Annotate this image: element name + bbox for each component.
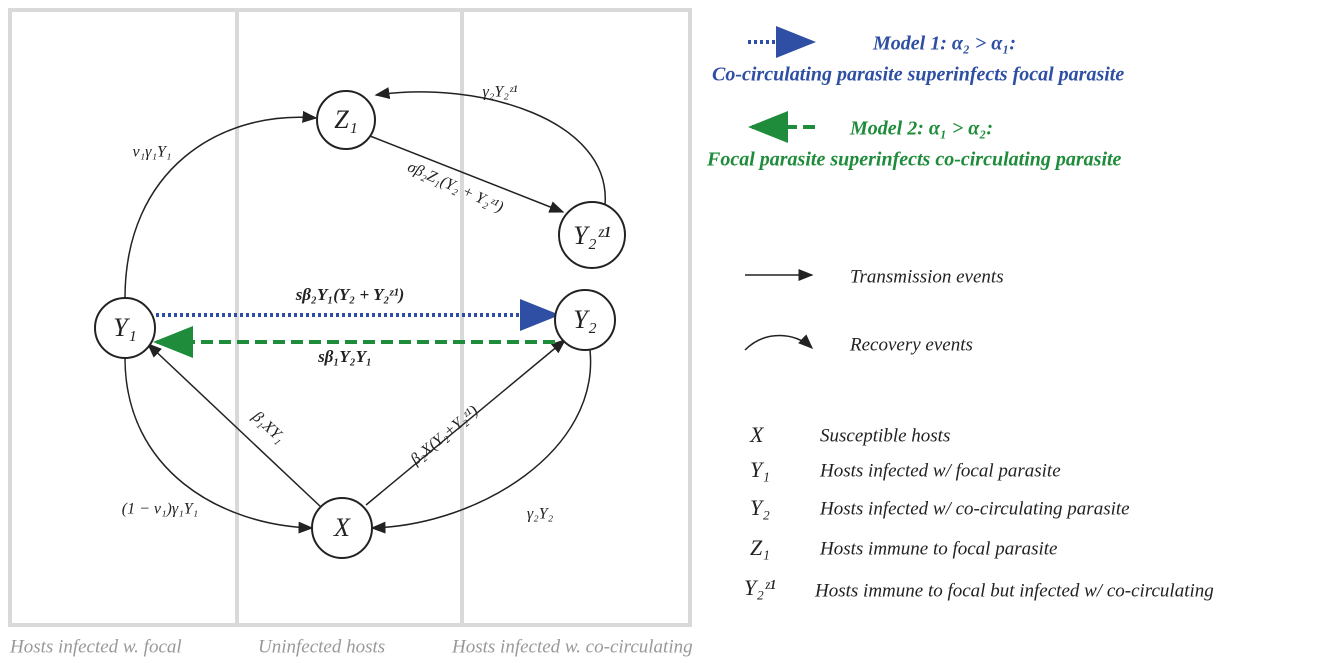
panel-frame: [8, 8, 692, 627]
model-title: Model 2: α₁ > α₂:: [849, 118, 993, 140]
model-title: Model 1: α₂ > α₁:: [872, 33, 1016, 55]
edge-label: β₁XY₁: [248, 408, 288, 447]
symbol: X: [749, 422, 765, 447]
symbol-text: Hosts infected w/ co-circulating parasit…: [819, 498, 1130, 519]
arrow-legend: Transmission events: [850, 266, 1004, 287]
node-label: Y₂: [573, 305, 597, 334]
edge-label: σβ₂Z₁(Y₂ + Y₂ᶻ¹): [405, 159, 506, 216]
symbol: Y₁: [750, 457, 770, 482]
symbol-text: Hosts immune to focal but infected w/ co…: [814, 580, 1214, 601]
panel-label: Hosts infected w. co-circulating: [451, 636, 693, 657]
node-label: Y₁: [113, 313, 137, 342]
node-label: X: [333, 513, 351, 542]
edge-label: β₂X(Y₂+Y₂ᶻ¹): [407, 402, 482, 469]
symbol-text: Susceptible hosts: [820, 425, 950, 446]
edge-label: sβ₂Y₁(Y₂ + Y₂ᶻ¹): [295, 285, 405, 304]
edge-label: sβ₁Y₂Y₁: [317, 347, 372, 366]
model-text: Focal parasite superinfects co-circulati…: [706, 149, 1122, 171]
edge-label: γ₂Y₂ᶻ¹: [483, 84, 518, 101]
panel-label: Hosts infected w. focal: [9, 636, 182, 657]
node-label: Z₁: [334, 105, 358, 134]
symbol: Y₂ᶻ¹: [744, 575, 776, 600]
symbol-text: Hosts immune to focal parasite: [819, 538, 1058, 559]
edge-label: γ₂Y₂: [527, 506, 554, 523]
symbol-text: Hosts infected w/ focal parasite: [819, 460, 1061, 481]
node-label: Y₂ᶻ¹: [573, 221, 611, 250]
edge-label: ν₁γ₁Y₁: [133, 144, 172, 161]
legend-icons: [744, 26, 816, 351]
symbol: Z₁: [750, 535, 770, 560]
panel-label: Uninfected hosts: [258, 636, 385, 657]
arrow-legend: Recovery events: [849, 334, 973, 355]
nodes: [94, 90, 626, 559]
edge-label: (1 − ν₁)γ₁Y₁: [122, 501, 198, 518]
symbol: Y₂: [750, 495, 770, 520]
arrows: [124, 87, 606, 534]
model-text: Co-circulating parasite superinfects foc…: [712, 64, 1124, 86]
